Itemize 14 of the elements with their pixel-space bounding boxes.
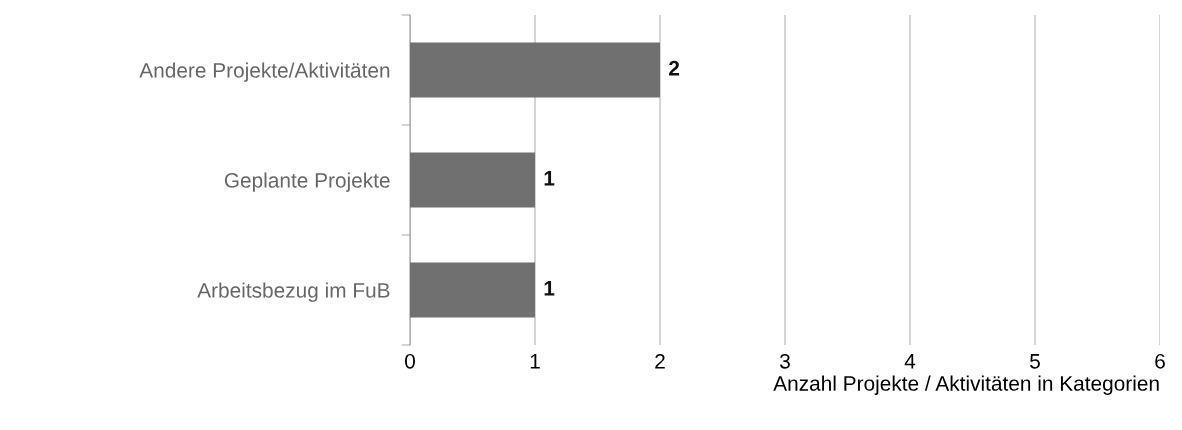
data-label: 1 (544, 171, 555, 186)
x-tick-label: 5 (1030, 354, 1040, 369)
y-tick-label: Andere Projekte/Aktivitäten (139, 62, 390, 82)
y-tick-label: Geplante Projekte (224, 172, 390, 192)
x-tick-label: 6 (1155, 353, 1165, 369)
data-label: 1 (544, 281, 555, 296)
x-tick-label: 1 (530, 354, 540, 369)
x-tick-label: 0 (405, 353, 415, 369)
x-tick-label: 2 (655, 353, 665, 369)
x-tick-label: 3 (780, 353, 790, 369)
x-axis-title: Anzahl Projekte / Aktivitäten in Kategorien (773, 375, 1159, 395)
x-tick-label: 4 (904, 354, 916, 369)
data-label: 2 (669, 60, 680, 76)
y-tick-label: Arbeitsbezug im FuB (197, 282, 390, 302)
